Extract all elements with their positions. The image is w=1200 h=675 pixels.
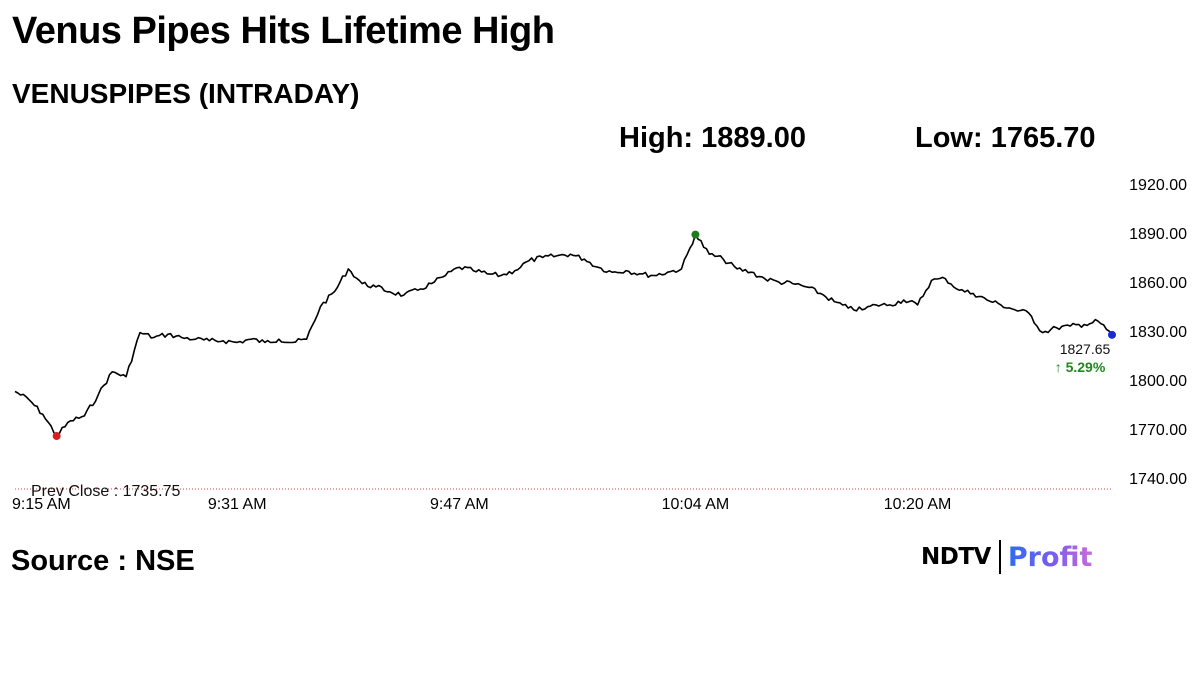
logo-divider — [998, 540, 1001, 574]
x-tick-label: 9:31 AM — [208, 496, 267, 513]
change-percent-label: ↑ 5.29% — [1055, 359, 1106, 375]
ndtv-profit-logo: NDTV Profit — [921, 537, 1092, 577]
y-tick-label: 1860.00 — [1129, 275, 1187, 292]
chart-title: Venus Pipes Hits Lifetime High — [12, 10, 555, 52]
high-stat: High: 1889.00 — [619, 122, 806, 154]
logo-product: Profit — [1007, 541, 1093, 573]
low-stat: Low: 1765.70 — [915, 122, 1096, 154]
prev-close-label: Prev Close : 1735.75 — [31, 483, 181, 500]
chart-subtitle: VENUSPIPES (INTRADAY) — [12, 78, 360, 109]
source-label: Source : NSE — [11, 545, 195, 577]
x-tick-label: 9:47 AM — [430, 496, 489, 513]
y-tick-label: 1770.00 — [1129, 422, 1187, 439]
last-value-label: 1827.65 — [1060, 341, 1111, 357]
x-axis: 9:15 AM 9:31 AM 9:47 AM 10:04 AM 10:20 AM — [12, 496, 951, 513]
x-tick-label: 10:04 AM — [662, 496, 730, 513]
y-tick-label: 1920.00 — [1129, 177, 1187, 194]
intraday-line-chart: 1920.00 1890.00 1860.00 1830.00 1800.00 1770.… — [12, 177, 1187, 513]
y-tick-label: 1890.00 — [1129, 226, 1187, 243]
y-axis: 1920.00 1890.00 1860.00 1830.00 1800.00 1770.… — [1129, 177, 1187, 488]
y-tick-label: 1740.00 — [1129, 471, 1187, 488]
price-line — [14, 233, 1113, 437]
low-marker — [52, 432, 61, 441]
x-tick-label: 10:20 AM — [884, 496, 952, 513]
high-marker — [691, 230, 700, 239]
y-tick-label: 1830.00 — [1129, 324, 1187, 341]
last-price-marker — [1108, 330, 1116, 339]
y-tick-label: 1800.00 — [1129, 373, 1187, 390]
x-tick-label: 9:15 AM — [12, 496, 71, 513]
logo-brand: NDTV — [921, 544, 991, 570]
